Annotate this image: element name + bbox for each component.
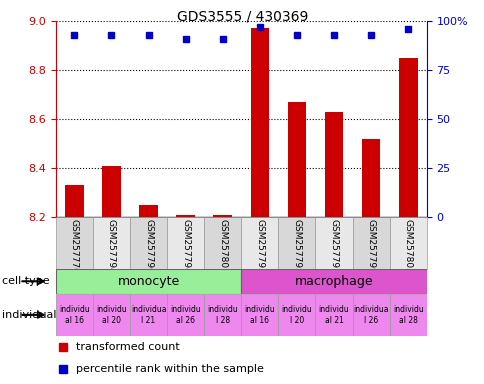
Text: individu
l 20: individu l 20 <box>281 305 312 324</box>
Text: GSM257798: GSM257798 <box>181 218 190 273</box>
Bar <box>93 294 130 336</box>
Text: individu
al 26: individu al 26 <box>170 305 200 324</box>
Text: individua
l 21: individua l 21 <box>131 305 166 324</box>
Bar <box>398 58 417 217</box>
Bar <box>389 217 426 269</box>
Bar <box>278 294 315 336</box>
Bar <box>139 205 157 217</box>
Bar <box>389 294 426 336</box>
Text: GSM257795: GSM257795 <box>292 218 301 273</box>
Text: GSM257794: GSM257794 <box>106 218 116 273</box>
Text: individu
al 16: individu al 16 <box>59 305 90 324</box>
Bar <box>287 102 305 217</box>
Bar <box>204 294 241 336</box>
Bar <box>241 217 278 269</box>
Text: GSM257770: GSM257770 <box>70 218 79 273</box>
Bar <box>176 215 195 217</box>
Bar <box>324 112 343 217</box>
Text: individu
al 20: individu al 20 <box>96 305 126 324</box>
Bar <box>130 217 166 269</box>
Text: individu
al 21: individu al 21 <box>318 305 348 324</box>
Text: individual: individual <box>2 310 57 320</box>
Text: cell type: cell type <box>2 276 50 286</box>
Bar <box>102 166 121 217</box>
Bar <box>250 28 269 217</box>
Bar <box>241 294 278 336</box>
Text: transformed count: transformed count <box>76 342 180 352</box>
Bar <box>241 269 426 294</box>
Bar <box>130 294 166 336</box>
Bar <box>56 217 93 269</box>
Text: GSM257796: GSM257796 <box>144 218 153 273</box>
Bar <box>204 217 241 269</box>
Bar <box>352 294 389 336</box>
Bar <box>65 185 83 217</box>
Bar <box>278 217 315 269</box>
Text: GDS3555 / 430369: GDS3555 / 430369 <box>177 10 307 23</box>
Text: individua
l 26: individua l 26 <box>353 305 388 324</box>
Bar <box>56 269 241 294</box>
Text: GSM257797: GSM257797 <box>329 218 338 273</box>
Bar <box>315 294 352 336</box>
Text: individu
l 28: individu l 28 <box>207 305 238 324</box>
Bar <box>361 139 379 217</box>
Bar <box>56 294 93 336</box>
Bar <box>213 215 231 217</box>
Bar <box>166 217 204 269</box>
Bar <box>352 217 389 269</box>
Bar <box>166 294 204 336</box>
Text: macrophage: macrophage <box>294 275 373 288</box>
Text: individu
al 16: individu al 16 <box>244 305 274 324</box>
Text: GSM257793: GSM257793 <box>255 218 264 273</box>
Text: monocyte: monocyte <box>117 275 179 288</box>
Text: percentile rank within the sample: percentile rank within the sample <box>76 364 263 374</box>
Bar <box>93 217 130 269</box>
Bar <box>315 217 352 269</box>
Text: GSM257799: GSM257799 <box>366 218 375 273</box>
Text: GSM257801: GSM257801 <box>218 218 227 273</box>
Text: GSM257805: GSM257805 <box>403 218 412 273</box>
Text: individu
al 28: individu al 28 <box>392 305 423 324</box>
